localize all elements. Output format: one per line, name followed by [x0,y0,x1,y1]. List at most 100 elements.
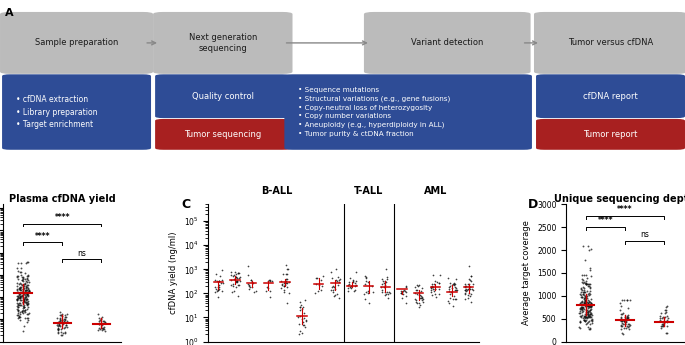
Point [313,282,324,288]
Point [577,305,588,310]
Point [416,297,427,303]
Point [577,301,588,306]
Point [218,280,229,286]
Point [399,288,410,293]
Point [344,281,355,287]
Point [581,281,592,287]
Point [577,291,588,297]
Point [54,317,65,323]
Point [264,288,275,294]
Point [95,320,106,325]
Point [226,277,237,283]
Point [262,284,273,289]
Point [53,322,64,328]
Point [278,289,289,294]
Point [13,286,24,292]
Point [327,289,338,295]
Point [620,319,631,324]
Point [300,297,311,303]
Point [333,282,344,287]
Point [577,284,588,289]
Point [580,317,591,323]
Point [333,279,344,285]
Point [22,279,33,285]
Text: Next generation
sequencing: Next generation sequencing [188,33,257,52]
Point [12,304,23,309]
Point [621,298,632,303]
Point [59,331,70,336]
Point [18,304,29,309]
Point [230,279,241,285]
Text: B-ALL: B-ALL [261,186,292,196]
Point [582,300,593,305]
Point [18,308,29,314]
Point [447,281,458,287]
Point [227,282,238,287]
Point [427,292,438,297]
Point [580,301,591,306]
Point [581,314,592,319]
Point [584,311,595,316]
Point [584,309,595,315]
Point [617,310,628,316]
Point [13,308,24,314]
Point [22,299,33,305]
Point [247,279,258,285]
Point [19,302,30,308]
Point [20,308,31,313]
Point [662,313,673,318]
Point [622,315,633,321]
Point [397,289,408,295]
Point [616,311,627,317]
Point [584,308,595,314]
Point [14,314,25,320]
Point [282,266,292,272]
Point [580,313,590,319]
Point [574,319,585,325]
Point [463,281,474,287]
Point [585,265,596,271]
Point [18,296,29,302]
Point [23,289,34,294]
Point [216,277,227,283]
Point [434,291,445,296]
Point [329,292,340,297]
Point [21,297,32,302]
Point [576,298,587,304]
Point [427,282,438,287]
Point [576,305,587,310]
Point [60,325,71,330]
Point [581,321,592,326]
Point [658,315,669,320]
Text: Tumor report: Tumor report [584,130,638,139]
Text: A: A [5,8,14,18]
Point [586,303,597,308]
Point [228,274,239,279]
Point [19,280,30,285]
Point [264,278,275,284]
Point [96,322,107,327]
Point [275,285,286,290]
Point [21,296,32,302]
Point [586,301,597,307]
Point [584,304,595,310]
Point [583,305,594,310]
Point [93,318,104,324]
Text: Tumor versus cfDNA: Tumor versus cfDNA [568,38,653,47]
Point [574,324,585,329]
Point [23,272,34,277]
Point [347,279,358,285]
Point [462,293,473,298]
Text: ****: **** [54,214,70,223]
Point [586,302,597,307]
Point [414,304,425,310]
Point [577,300,588,305]
Point [617,322,628,327]
Point [654,315,665,321]
FancyBboxPatch shape [284,74,532,150]
Point [298,319,309,325]
Text: Tumor sequencing: Tumor sequencing [184,130,262,139]
Point [582,275,593,281]
Point [16,309,27,315]
Point [14,314,25,320]
